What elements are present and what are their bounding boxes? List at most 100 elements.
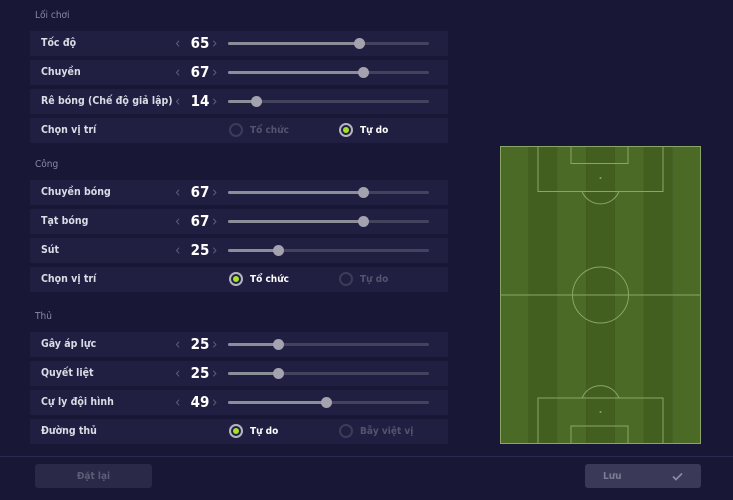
check-icon — [672, 472, 683, 481]
slider-value: 65 — [190, 34, 210, 52]
slider-fill — [228, 401, 327, 404]
slider-knob[interactable] — [251, 96, 263, 107]
slider-knob[interactable] — [273, 339, 285, 350]
increase-arrow-icon[interactable]: › — [212, 92, 218, 110]
slider-track[interactable] — [228, 38, 429, 49]
radio-label: Tự do — [250, 425, 279, 437]
bottom-penalty-spot — [599, 411, 602, 413]
slider-track[interactable] — [228, 397, 429, 408]
footer-divider — [0, 456, 733, 457]
slider-track[interactable] — [228, 245, 429, 256]
radio-button-icon[interactable] — [229, 272, 243, 286]
reset-button[interactable]: Đặt lại — [35, 464, 152, 488]
radio-label: Tổ chức — [250, 124, 289, 136]
slider-fill — [228, 372, 279, 375]
slider-row: Tạt bóng ‹ 67 › — [30, 209, 448, 234]
slider-track[interactable] — [228, 368, 429, 379]
row-label: Sút — [41, 244, 60, 256]
increase-arrow-icon[interactable]: › — [212, 34, 218, 52]
increase-arrow-icon[interactable]: › — [212, 63, 218, 81]
row-label: Chọn vị trí — [41, 124, 97, 136]
slider-fill — [228, 249, 279, 252]
slider-row: Sút ‹ 25 › — [30, 238, 448, 263]
decrease-arrow-icon[interactable]: ‹ — [175, 183, 181, 201]
radio-label: Tổ chức — [250, 273, 289, 285]
slider-fill — [228, 191, 363, 194]
center-circle — [572, 266, 629, 324]
decrease-arrow-icon[interactable]: ‹ — [175, 34, 181, 52]
radio-button-icon[interactable] — [339, 123, 353, 137]
slider-knob[interactable] — [273, 245, 285, 256]
increase-arrow-icon[interactable]: › — [212, 364, 218, 382]
increase-arrow-icon[interactable]: › — [212, 212, 218, 230]
radio-option[interactable]: Tự do — [229, 424, 278, 438]
radio-option[interactable]: Tự do — [339, 272, 388, 286]
radio-option[interactable]: Tự do — [339, 123, 388, 137]
decrease-arrow-icon[interactable]: ‹ — [175, 393, 181, 411]
bottom-goal-box — [570, 425, 629, 444]
radio-button-icon[interactable] — [229, 123, 243, 137]
increase-arrow-icon[interactable]: › — [212, 335, 218, 353]
slider-fill — [228, 71, 363, 74]
radio-option[interactable]: Tổ chức — [229, 123, 289, 137]
slider-value: 67 — [190, 63, 210, 81]
slider-fill — [228, 100, 257, 103]
slider-fill — [228, 220, 363, 223]
save-button[interactable]: Lưu — [585, 464, 701, 488]
radio-label: Bẫy việt vị — [360, 425, 414, 437]
row-label: Chuyền bóng — [41, 186, 111, 198]
slider-value: 25 — [190, 364, 210, 382]
top-penalty-spot — [599, 177, 602, 179]
slider-row: Chuyền bóng ‹ 67 › — [30, 180, 448, 205]
reset-label: Đặt lại — [76, 470, 111, 482]
slider-track[interactable] — [228, 67, 429, 78]
slider-row: Tốc độ ‹ 65 › — [30, 31, 448, 56]
row-label: Gây áp lực — [41, 338, 97, 350]
radio-option[interactable]: Bẫy việt vị — [339, 424, 413, 438]
slider-value: 14 — [190, 92, 210, 110]
row-label: Chọn vị trí — [41, 273, 97, 285]
row-label: Tạt bóng — [41, 215, 89, 227]
decrease-arrow-icon[interactable]: ‹ — [175, 63, 181, 81]
slider-knob[interactable] — [353, 38, 365, 49]
increase-arrow-icon[interactable]: › — [212, 183, 218, 201]
radio-button-icon[interactable] — [339, 272, 353, 286]
radio-row: Chọn vị trí Tổ chức Tự do — [30, 267, 448, 292]
slider-knob[interactable] — [357, 216, 369, 227]
radio-row: Chọn vị trí Tổ chức Tự do — [30, 118, 448, 143]
increase-arrow-icon[interactable]: › — [212, 393, 218, 411]
slider-row: Gây áp lực ‹ 25 › — [30, 332, 448, 357]
section-title: Lối chơi — [35, 10, 70, 21]
increase-arrow-icon[interactable]: › — [212, 241, 218, 259]
row-label: Tốc độ — [41, 37, 77, 49]
slider-track[interactable] — [228, 96, 429, 107]
top-goal-box — [570, 146, 629, 164]
row-label: Chuyền — [41, 66, 81, 78]
save-label: Lưu — [603, 470, 622, 482]
radio-button-icon[interactable] — [339, 424, 353, 438]
slider-knob[interactable] — [357, 187, 369, 198]
slider-row: Rê bóng (Chế độ giả lập) ‹ 14 › — [30, 89, 448, 114]
decrease-arrow-icon[interactable]: ‹ — [175, 241, 181, 259]
row-label: Quyết liệt — [41, 367, 94, 379]
slider-value: 49 — [190, 393, 210, 411]
slider-value: 25 — [190, 241, 210, 259]
slider-row: Chuyền ‹ 67 › — [30, 60, 448, 85]
slider-track[interactable] — [228, 339, 429, 350]
slider-value: 67 — [190, 212, 210, 230]
slider-knob[interactable] — [273, 368, 285, 379]
radio-label: Tự do — [360, 124, 389, 136]
decrease-arrow-icon[interactable]: ‹ — [175, 364, 181, 382]
slider-track[interactable] — [228, 187, 429, 198]
slider-track[interactable] — [228, 216, 429, 227]
football-pitch — [500, 146, 701, 444]
slider-knob[interactable] — [321, 397, 333, 408]
decrease-arrow-icon[interactable]: ‹ — [175, 212, 181, 230]
top-penalty-arc — [581, 191, 620, 205]
radio-option[interactable]: Tổ chức — [229, 272, 289, 286]
decrease-arrow-icon[interactable]: ‹ — [175, 335, 181, 353]
decrease-arrow-icon[interactable]: ‹ — [175, 92, 181, 110]
row-label: Đường thủ — [41, 425, 97, 437]
slider-knob[interactable] — [357, 67, 369, 78]
radio-button-icon[interactable] — [229, 424, 243, 438]
